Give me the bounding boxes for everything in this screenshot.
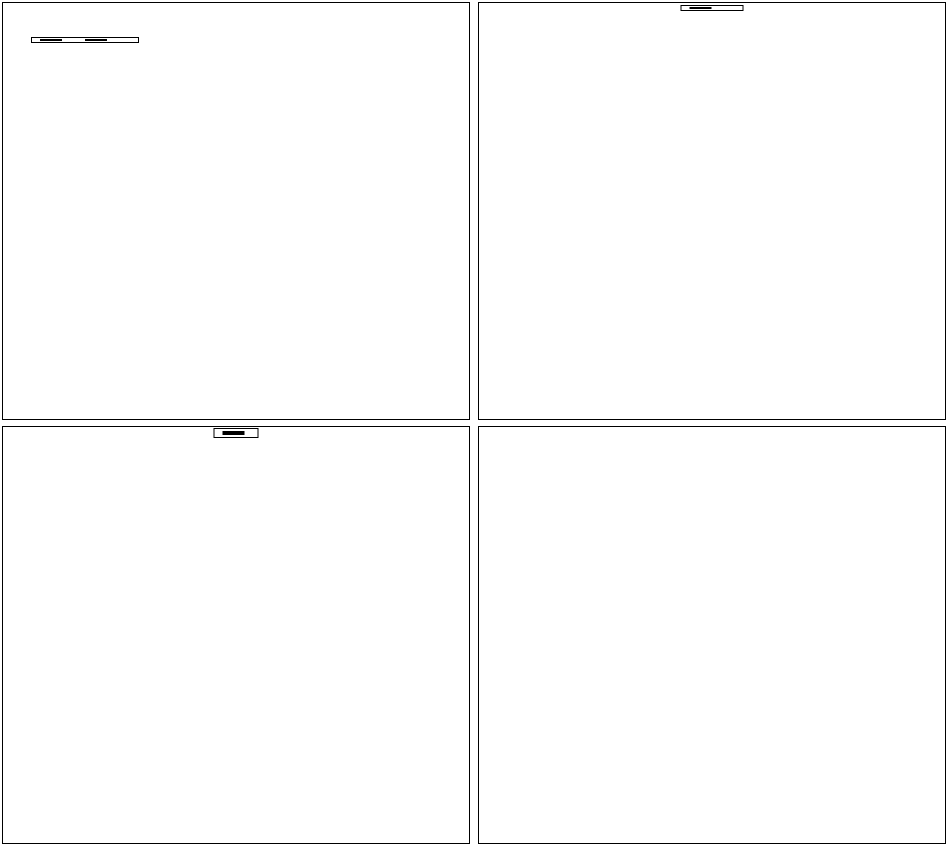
correlation-chart-legend	[680, 5, 744, 11]
legend-entry-topix-hv	[222, 433, 250, 435]
line-swatch-icon	[85, 39, 107, 41]
correlation-line-chart	[479, 3, 945, 419]
legend-entry-reit-hv	[222, 431, 250, 433]
market-cap-pie-chart	[479, 427, 945, 843]
line-swatch-icon	[689, 7, 712, 9]
line-swatch-icon	[40, 39, 62, 41]
legend-entry-reit	[40, 39, 67, 41]
line-swatch-icon	[222, 433, 245, 435]
line-swatch-icon	[222, 431, 245, 433]
index-line-chart	[3, 3, 469, 419]
legend-entry-correlation	[689, 7, 717, 9]
volatility-chart-legend	[213, 428, 259, 438]
index-chart-legend	[31, 37, 139, 43]
panel-weights-pie-chart	[478, 426, 946, 844]
panel-index-chart	[2, 2, 470, 420]
volatility-line-chart	[3, 427, 469, 843]
legend-entry-topix	[85, 39, 112, 41]
panel-correlation-chart	[478, 2, 946, 420]
panel-volatility-chart	[2, 426, 470, 844]
